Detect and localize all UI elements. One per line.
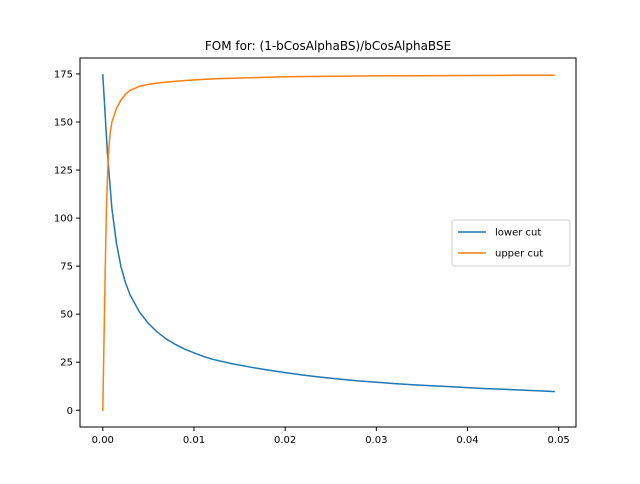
y-tick-label: 125 [54,166,73,177]
lower-cut-line [102,74,555,393]
chart-title: FOM for: (1-bCosAlphaBS)/bCosAlphaBSE [205,39,451,53]
y-tick-label: 25 [60,358,73,369]
y-tick-label: 0 [67,406,73,417]
y-tick-label: 100 [54,214,73,225]
x-tick-label: 0.02 [274,435,296,446]
x-tick-label: 0.01 [183,435,205,446]
y-axis: 0 25 50 75 100 125 150 175 [54,69,80,417]
upper-cut-line [102,74,555,412]
x-axis: 0.00 0.01 0.02 0.03 0.04 0.05 [92,427,570,446]
legend-label: upper cut [495,249,543,260]
y-tick-label: 150 [54,117,73,128]
legend-label: lower cut [495,228,541,239]
x-tick-label: 0.04 [456,435,478,446]
plot-frame [79,57,577,428]
legend: lower cut upper cut [451,219,571,267]
x-tick-label: 0.05 [548,435,570,446]
x-tick-label: 0.00 [92,435,114,446]
series-layer [102,74,555,412]
y-tick-label: 50 [60,310,73,321]
y-tick-label: 175 [54,69,73,80]
x-tick-label: 0.03 [365,435,387,446]
y-tick-label: 75 [60,262,73,273]
